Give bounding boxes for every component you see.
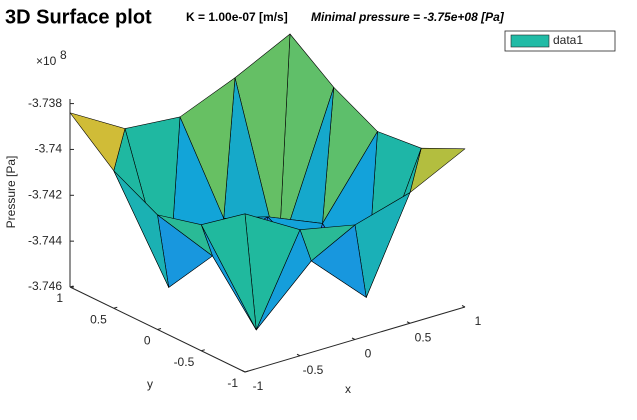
surface-facet (69, 112, 126, 171)
z-tick-label: -3.738 (28, 96, 62, 110)
chart-subtitle: K = 1.00e-07 [m/s] (186, 10, 288, 24)
y-tick-label: -1 (227, 376, 238, 390)
y-tick (157, 328, 162, 330)
y-axis-label: y (147, 377, 153, 391)
x-tick (351, 337, 356, 340)
z-tick-label: -3.74 (35, 142, 63, 156)
z-axis-label: Pressure [Pa] (4, 156, 18, 229)
surface-facet (113, 170, 170, 288)
x-tick-label: 0 (365, 347, 372, 361)
x-tick-label: 1 (475, 314, 482, 328)
y-tick-label: 1 (56, 291, 63, 305)
z-tick-label: -3.746 (28, 279, 62, 293)
y-tick (113, 306, 118, 309)
x-tick (406, 321, 411, 324)
legend-label: data1 (553, 33, 583, 47)
y-tick (201, 349, 205, 352)
z-tick-label: -3.744 (28, 233, 62, 247)
z-tick-label: -3.742 (28, 187, 62, 201)
surface-facet (200, 213, 257, 331)
legend-swatch (510, 34, 550, 48)
x-tick (461, 305, 466, 308)
exponent-base: ×10 (36, 54, 57, 68)
y-tick-label: 0.5 (90, 312, 107, 326)
chart-annotation: Minimal pressure = -3.75e+08 [Pa] (311, 10, 505, 24)
chart-title: 3D Surface plot (5, 6, 152, 28)
x-tick (241, 370, 246, 373)
x-tick-label: -0.5 (303, 363, 324, 377)
y-tick-label: 0 (144, 334, 151, 348)
y-tick (244, 370, 249, 373)
surface (69, 33, 466, 331)
exponent-power: 8 (60, 48, 67, 62)
x-axis-label: x (345, 382, 351, 396)
axes: -1-0.500.51-1-0.500.51-3.746-3.744-3.742… (28, 96, 482, 393)
x-tick-label: 0.5 (415, 330, 432, 344)
y-tick-label: -0.5 (174, 355, 195, 369)
x-tick (296, 353, 301, 357)
surface-facet (157, 214, 213, 257)
x-tick-label: -1 (253, 379, 264, 393)
